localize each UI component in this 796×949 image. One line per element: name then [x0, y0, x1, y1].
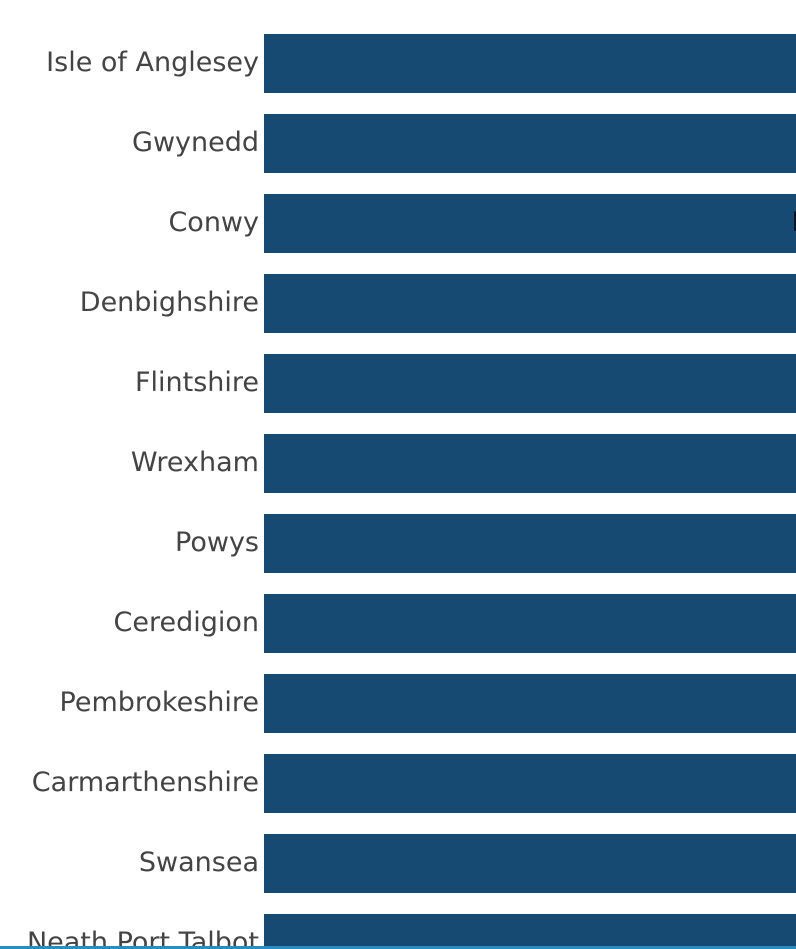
- bar-neath-port-talbot: [264, 914, 796, 949]
- category-label-swansea: Swansea: [139, 847, 259, 878]
- bar-ceredigion: [264, 594, 796, 653]
- category-label-ceredigion: Ceredigion: [114, 607, 260, 638]
- bar-swansea: [264, 834, 796, 893]
- bar-isle-of-anglesey: [264, 34, 796, 93]
- category-label-denbighshire: Denbighshire: [80, 287, 259, 318]
- bar-denbighshire: [264, 274, 796, 333]
- bar-powys: [264, 514, 796, 573]
- category-label-neath-port-talbot: Neath Port Talbot: [27, 927, 259, 949]
- category-label-flintshire: Flintshire: [135, 367, 259, 398]
- bar-carmarthenshire: [264, 754, 796, 813]
- bar-wrexham: [264, 434, 796, 493]
- category-label-conwy: Conwy: [168, 207, 259, 238]
- bar-conwy: [264, 194, 796, 253]
- bar-end-label-conwy: H: [792, 207, 796, 238]
- category-label-powys: Powys: [175, 527, 259, 558]
- category-label-wrexham: Wrexham: [131, 447, 259, 478]
- bar-flintshire: [264, 354, 796, 413]
- bar-gwynedd: [264, 114, 796, 173]
- category-label-isle-of-anglesey: Isle of Anglesey: [46, 47, 259, 78]
- category-label-carmarthenshire: Carmarthenshire: [32, 767, 259, 798]
- category-label-gwynedd: Gwynedd: [132, 127, 259, 158]
- category-label-pembrokeshire: Pembrokeshire: [60, 687, 259, 718]
- bottom-rule: [0, 946, 796, 949]
- bars-layer: [264, 34, 796, 949]
- category-labels-layer: Isle of Anglesey Gwynedd Conwy H Denbighshir…: [27, 47, 796, 949]
- bar-pembrokeshire: [264, 674, 796, 733]
